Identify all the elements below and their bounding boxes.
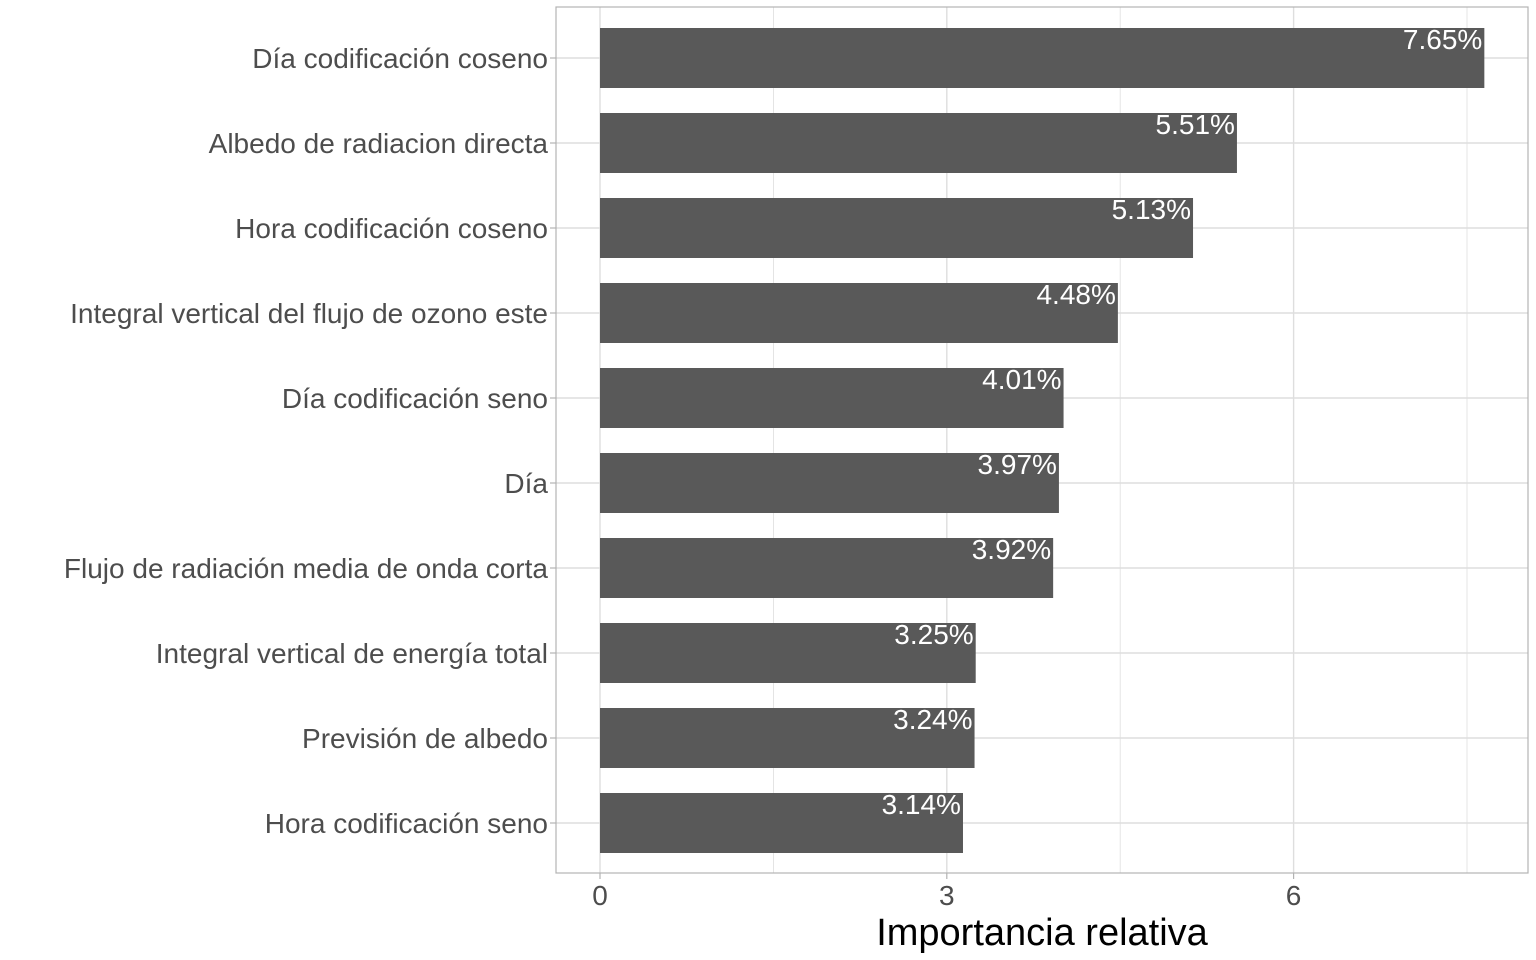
category-label: Integral vertical del flujo de ozono est…	[70, 298, 548, 329]
bar	[600, 538, 1054, 598]
bar-value-label: 5.51%	[1156, 109, 1235, 140]
bar	[600, 623, 976, 683]
bar-value-label: 4.01%	[982, 364, 1061, 395]
bar-value-label: 3.25%	[894, 619, 973, 650]
bar-value-labels: 7.65% 5.51% 5.13% 4.48% 4.01% 3.97% 3.92% 3.25%…	[882, 24, 1483, 820]
x-tick-label: 0	[592, 880, 608, 911]
bar-value-label: 7.65%	[1403, 24, 1482, 55]
bar	[600, 453, 1059, 513]
bar	[600, 793, 963, 853]
panel-border	[555, 6, 1529, 874]
bar-value-label: 3.14%	[882, 789, 961, 820]
bar	[600, 198, 1194, 258]
x-axis-title: Importancia relativa	[876, 912, 1208, 954]
bar-value-label: 3.24%	[893, 704, 972, 735]
bar	[600, 28, 1485, 88]
category-labels: Día codificación coseno Albedo de radiaci…	[64, 43, 549, 839]
category-label: Hora codificación coseno	[235, 213, 548, 244]
category-label: Hora codificación seno	[265, 808, 548, 839]
bar	[600, 113, 1237, 173]
x-tick-label: 3	[939, 880, 955, 911]
category-label: Integral vertical de energía total	[156, 638, 548, 669]
category-label: Día	[504, 468, 548, 499]
bar	[600, 368, 1064, 428]
category-label: Día codificación seno	[282, 383, 548, 414]
bar-value-label: 5.13%	[1112, 194, 1191, 225]
category-label: Albedo de radiacion directa	[209, 128, 549, 159]
bars	[600, 28, 1485, 853]
bar	[600, 708, 975, 768]
x-tick-label: 6	[1286, 880, 1302, 911]
bar-value-label: 3.97%	[978, 449, 1057, 480]
x-axis-ticks: 0 3 6	[550, 57, 1302, 911]
bar-value-label: 4.48%	[1036, 279, 1115, 310]
bar-value-label: 3.92%	[972, 534, 1051, 565]
category-label: Previsión de albedo	[302, 723, 548, 754]
category-label: Día codificación coseno	[252, 43, 548, 74]
category-label: Flujo de radiación media de onda corta	[64, 553, 549, 584]
bar	[600, 283, 1118, 343]
